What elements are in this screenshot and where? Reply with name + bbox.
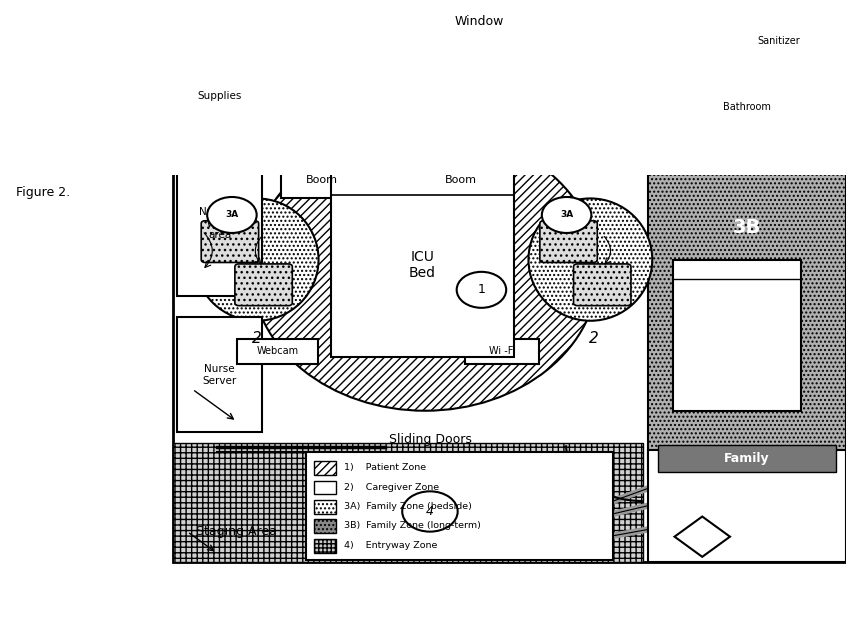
Bar [722,70,750,100]
Text: 3B)  Family Zone (long-term): 3B) Family Zone (long-term) [343,521,481,530]
Circle shape [541,197,592,233]
Bar [173,15,846,562]
Text: Boom: Boom [306,175,338,185]
Text: 4)    Entryway Zone: 4) Entryway Zone [343,541,437,550]
Circle shape [456,272,507,308]
Text: 2)    Caregiver Zone: 2) Caregiver Zone [343,482,439,491]
Text: Staging Area: Staging Area [196,525,277,538]
Bar [648,450,846,562]
Text: Family: Family [724,452,769,464]
Bar [314,480,336,494]
Bar [314,519,336,533]
Bar [173,443,643,562]
Text: Wi -Fi: Wi -Fi [489,346,515,357]
Text: 2: 2 [252,331,262,346]
Bar [658,445,836,472]
Text: Supplies: Supplies [197,91,241,101]
Text: 1: 1 [478,283,485,296]
Text: Nursing
work
area: Nursing work area [199,207,240,241]
Bar [672,260,802,411]
Text: Webcam: Webcam [257,346,298,357]
Bar [178,152,262,295]
Bar [306,452,613,560]
Bar [717,27,841,54]
FancyBboxPatch shape [201,221,258,262]
Polygon shape [675,517,730,557]
Ellipse shape [529,198,652,321]
Bar [648,62,846,123]
FancyBboxPatch shape [540,221,598,262]
Text: ICU
Bed: ICU Bed [409,250,436,280]
Text: Nurse
Server: Nurse Server [202,364,236,385]
Text: Workstation: Workstation [723,461,790,471]
Circle shape [402,491,457,531]
Bar [178,69,262,123]
Text: Sliding Doors: Sliding Doors [388,433,472,446]
Text: 4: 4 [426,505,434,518]
Bar [314,539,336,553]
Bar [420,161,501,198]
Text: Window: Window [455,15,504,28]
Bar [465,339,539,364]
FancyBboxPatch shape [574,264,631,306]
Ellipse shape [195,198,319,321]
Bar [281,161,363,198]
Text: 1)    Patient Zone: 1) Patient Zone [343,463,426,472]
Bar [314,500,336,514]
Text: Sanitizer: Sanitizer [757,36,801,46]
Text: 3A: 3A [560,211,573,219]
Circle shape [207,197,257,233]
Text: 3A: 3A [225,211,239,219]
FancyBboxPatch shape [235,264,292,306]
Text: Boom: Boom [445,175,477,185]
Text: 3A)  Family Zone (bedside): 3A) Family Zone (bedside) [343,502,472,511]
Ellipse shape [252,130,598,411]
Text: 2: 2 [588,331,598,346]
Bar [648,133,846,475]
Text: Bathroom: Bathroom [722,102,771,112]
Text: 3B: 3B [733,218,761,237]
Bar [237,339,318,364]
Bar [331,174,514,357]
Text: Figure 2.: Figure 2. [16,186,71,199]
Circle shape [682,71,729,105]
Bar [314,461,336,475]
Bar [178,317,262,433]
Bar [331,6,628,36]
